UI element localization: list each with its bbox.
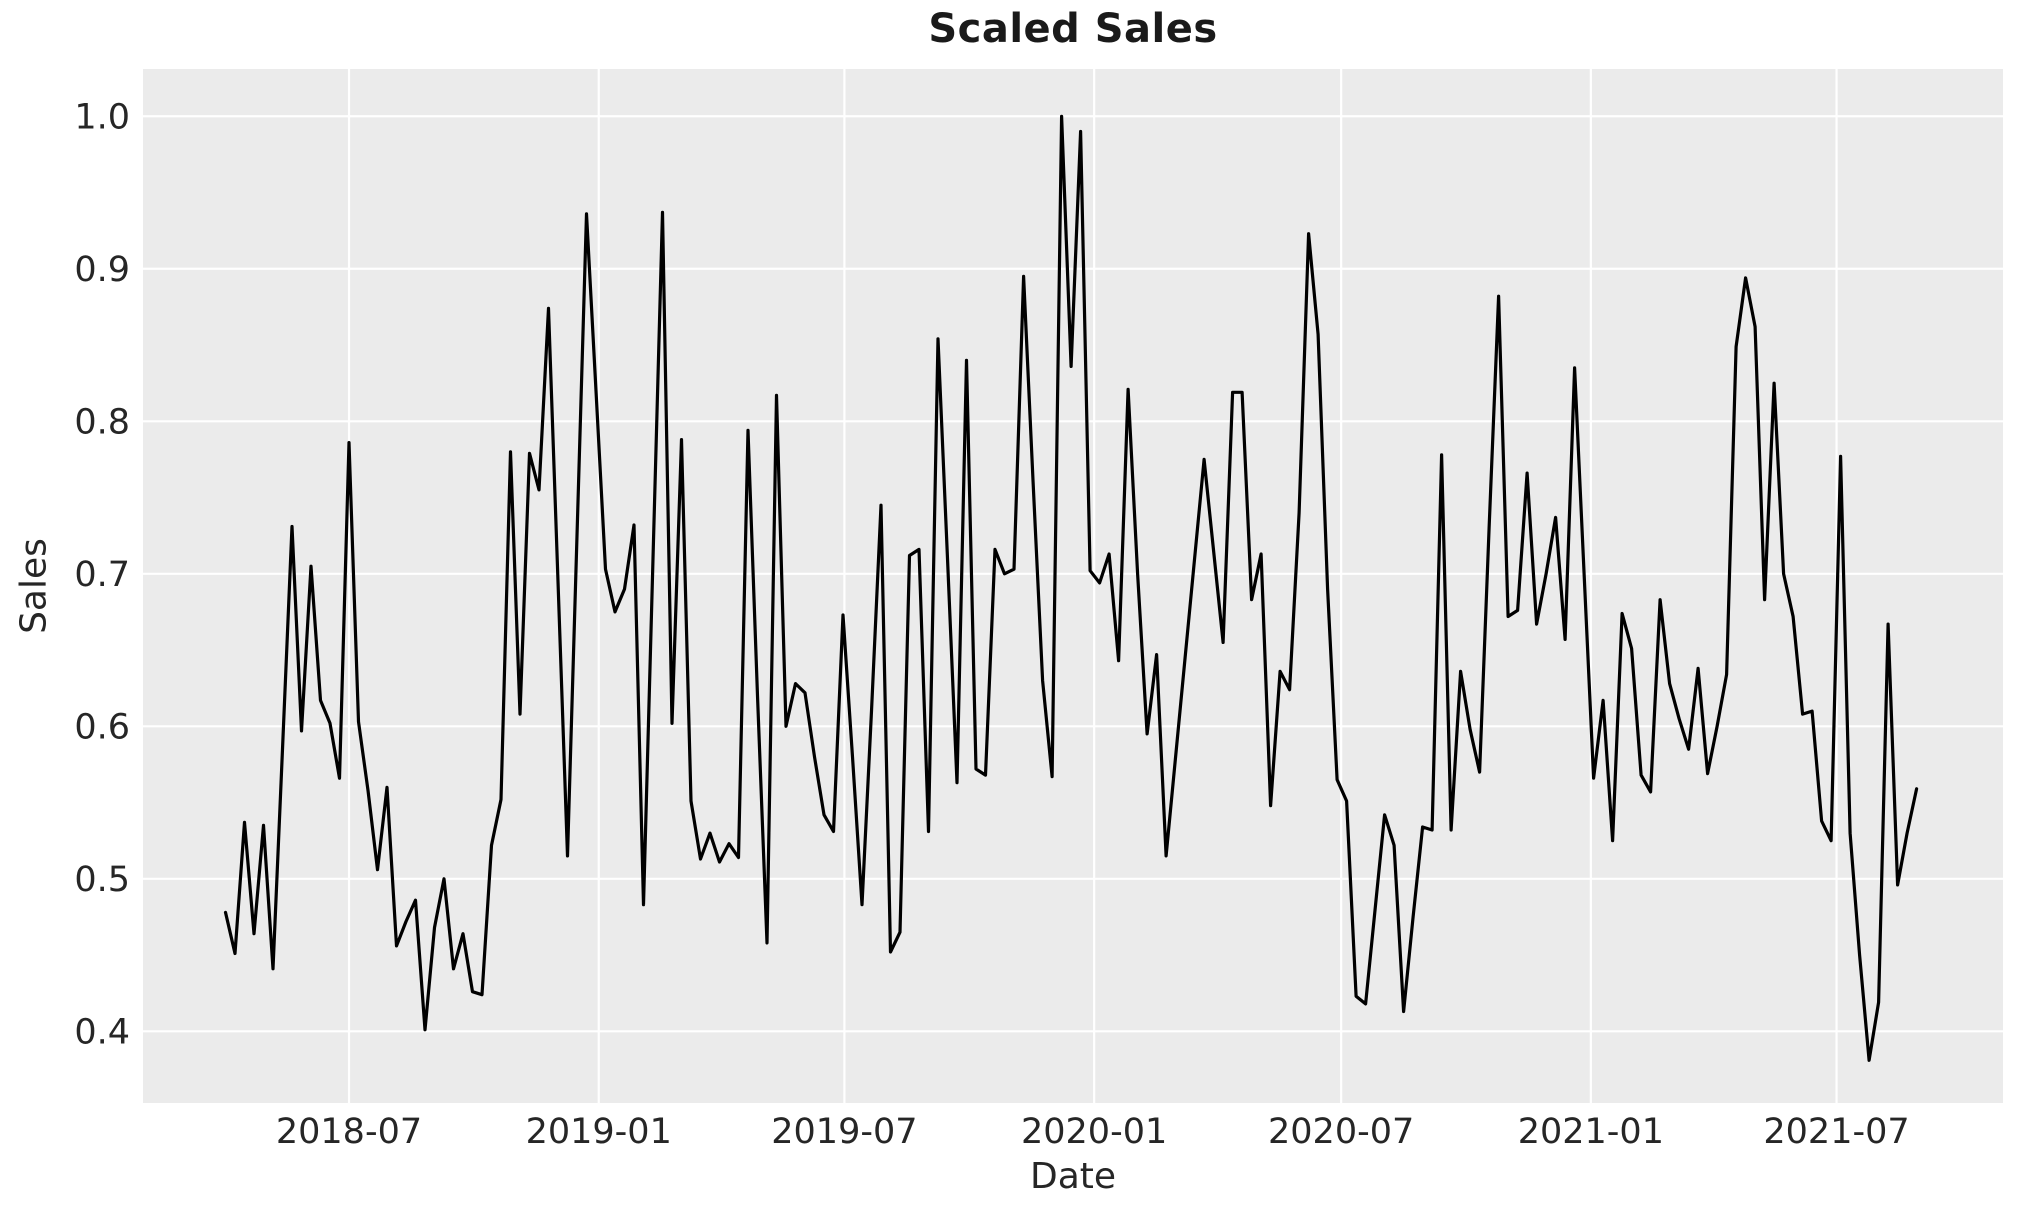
y-tick-label: 0.5 bbox=[74, 860, 130, 900]
x-tick-label: 2020-01 bbox=[1021, 1112, 1167, 1152]
x-tick-label: 2021-01 bbox=[1518, 1112, 1664, 1152]
x-tick-label: 2020-07 bbox=[1268, 1112, 1414, 1152]
y-axis-title: Sales bbox=[13, 538, 55, 634]
y-tick-label: 1.0 bbox=[74, 97, 130, 137]
y-tick-label: 0.8 bbox=[74, 402, 130, 442]
x-tick-label: 2021-07 bbox=[1763, 1112, 1909, 1152]
sales-line-series bbox=[223, 114, 1919, 1062]
y-tick-label: 0.9 bbox=[74, 250, 130, 290]
x-axis-title: Date bbox=[1029, 1156, 1117, 1197]
x-tick-label: 2018-07 bbox=[276, 1112, 422, 1152]
chart-title: Scaled Sales bbox=[928, 6, 1218, 52]
y-tick-label: 0.4 bbox=[74, 1012, 130, 1052]
x-tick-label: 2019-01 bbox=[526, 1112, 672, 1152]
y-tick-label: 0.6 bbox=[74, 707, 130, 747]
plot-area-background bbox=[143, 69, 2003, 1103]
y-tick-label: 0.7 bbox=[74, 555, 130, 595]
x-tick-label: 2019-07 bbox=[771, 1112, 917, 1152]
